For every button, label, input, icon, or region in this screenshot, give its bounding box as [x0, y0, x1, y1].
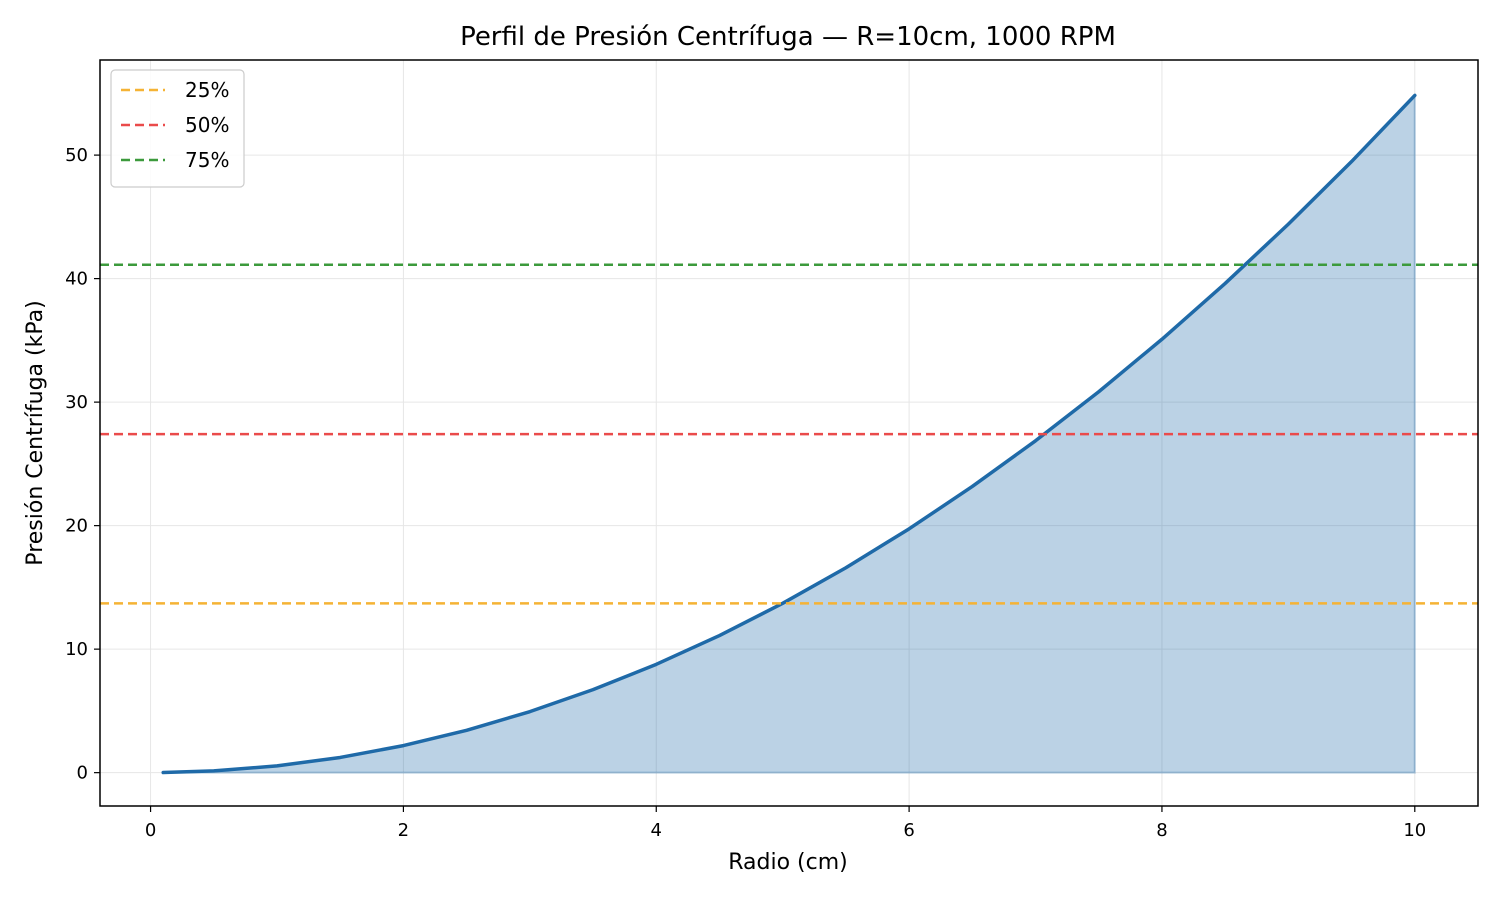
- x-tick-label: 2: [398, 820, 409, 841]
- y-axis-ticks: 0 10 20 30 40 50: [65, 145, 100, 784]
- chart-title: Perfil de Presión Centrífuga — R=10cm, 1…: [460, 22, 1116, 52]
- x-tick-label: 0: [145, 820, 156, 841]
- legend-label: 50%: [185, 113, 229, 137]
- legend-box: [110, 69, 245, 188]
- plot-frame: [99, 59, 1479, 807]
- x-tick-label: 6: [903, 820, 914, 841]
- y-axis-label: Presión Centrífuga (kPa): [23, 300, 48, 565]
- y-tick-label: 40: [65, 269, 88, 290]
- reference-lines-layer: [100, 263, 1478, 605]
- grid-layer: [100, 60, 1478, 806]
- legend-label: 25%: [185, 78, 229, 102]
- y-tick-label: 20: [65, 516, 88, 537]
- y-tick-label: 0: [77, 763, 88, 784]
- legend-label: 75%: [185, 148, 229, 172]
- x-tick-label: 4: [651, 820, 662, 841]
- y-tick-label: 50: [65, 145, 88, 166]
- x-tick-label: 8: [1156, 820, 1167, 841]
- y-tick-label: 30: [65, 392, 88, 413]
- x-tick-label: 10: [1403, 820, 1426, 841]
- legend: 25% 50% 75%: [110, 69, 245, 188]
- y-tick-label: 10: [65, 639, 88, 660]
- x-axis-ticks: 0 2 4 6 8 10: [145, 806, 1426, 841]
- series-line: [161, 93, 1417, 775]
- x-axis-label: Radio (cm): [728, 850, 848, 875]
